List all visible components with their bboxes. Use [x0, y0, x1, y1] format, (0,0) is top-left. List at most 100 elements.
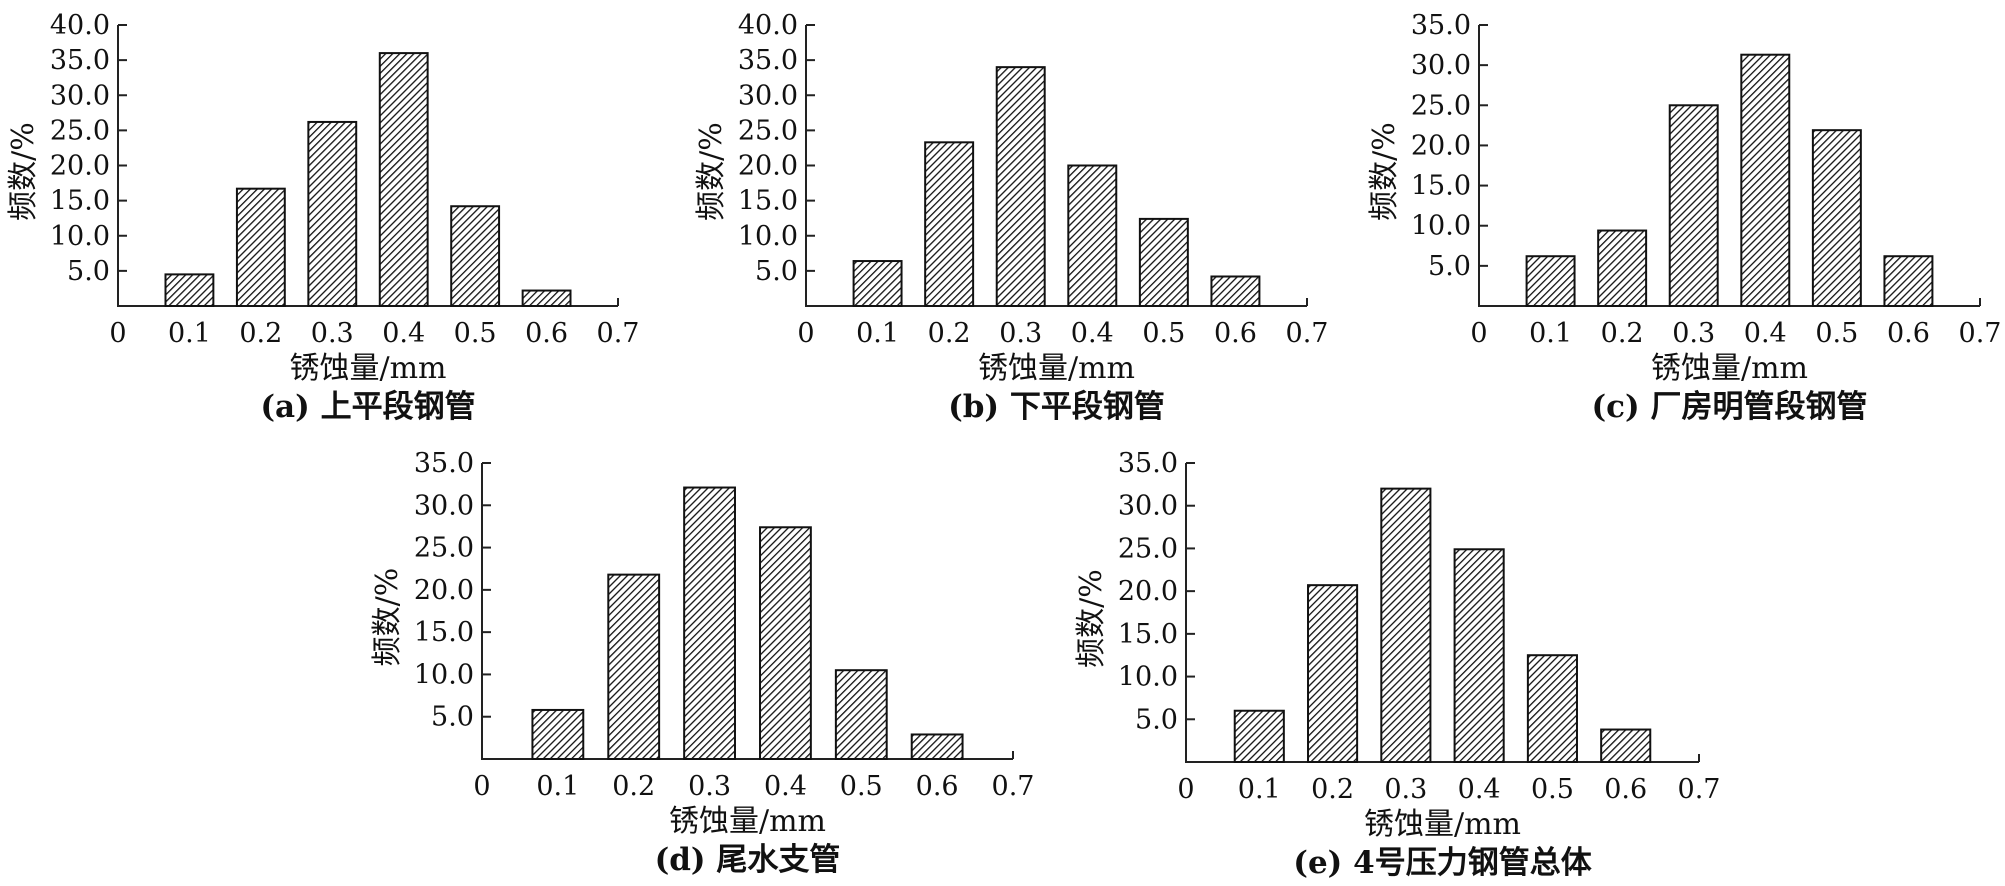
chart-d-y-tick-label: 10.0: [414, 659, 474, 690]
chart-a-y-tick-label: 20.0: [50, 151, 110, 182]
chart-d-x-tick-label: 0.4: [764, 771, 807, 802]
chart-a-y-tick-label: 10.0: [50, 221, 110, 252]
chart-a-bar: [164, 273, 215, 308]
chart-d-y-tick-label: 35.0: [414, 448, 474, 479]
chart-a-x-tick-label: 0.7: [597, 318, 640, 349]
chart-a-x-tick-label: 0: [109, 318, 126, 349]
chart-e-x-tick-label: 0.5: [1531, 774, 1574, 805]
chart-d-bar: [834, 669, 888, 761]
chart-b-bar: [852, 260, 903, 308]
chart-d-x-tick-label: 0.1: [536, 771, 579, 802]
chart-b-y-tick-label: 40.0: [738, 10, 798, 41]
chart-a-caption: (a) 上平段钢管: [260, 389, 475, 425]
chart-a-y-tick-label: 25.0: [50, 115, 110, 146]
chart-e-x-axis-title: 锈蚀量/mm: [1364, 807, 1521, 842]
chart-b-x-tick-label: 0.6: [1214, 318, 1257, 349]
chart-a-x-axis-title: 锈蚀量/mm: [289, 351, 446, 386]
chart-d-bar: [910, 733, 964, 761]
chart-d-x-tick-label: 0.7: [992, 771, 1035, 802]
chart-e-x-tick-label: 0.4: [1458, 774, 1501, 805]
chart-d-bar: [531, 708, 585, 760]
chart-b-y-tick-label: 30.0: [738, 80, 798, 111]
chart-c-x-tick-label: 0.2: [1601, 318, 1644, 349]
chart-b-bar: [995, 66, 1046, 308]
chart-e-y-tick-label: 15.0: [1118, 619, 1178, 650]
chart-c-bar: [1811, 129, 1862, 307]
chart-b-caption: (b) 下平段钢管: [948, 389, 1165, 425]
chart-b-x-axis-title: 锈蚀量/mm: [978, 351, 1135, 386]
chart-a-bar: [378, 52, 429, 307]
chart-b-y-tick-label: 15.0: [738, 186, 798, 217]
chart-c-x-tick-label: 0: [1470, 318, 1487, 349]
chart-a-y-tick-label: 15.0: [50, 186, 110, 217]
chart-e-y-tick-label: 25.0: [1118, 533, 1178, 564]
chart-a-x-tick-label: 0.3: [311, 318, 354, 349]
chart-c-y-tick-label: 15.0: [1411, 171, 1471, 202]
chart-c-y-tick-label: 25.0: [1411, 90, 1471, 121]
chart-c-x-tick-label: 0.5: [1815, 318, 1858, 349]
chart-b: 5.0 10.0 15.0 20.0 25.0 30.0 35.0 40.0 0 0.1 0.2 0.…: [694, 10, 1328, 425]
chart-e-x-tick-label: 0.7: [1678, 774, 1721, 805]
chart-e-caption: (e) 4号压力钢管总体: [1293, 845, 1591, 881]
chart-d-y-tick-label: 25.0: [414, 533, 474, 564]
chart-c-bar: [1883, 255, 1934, 308]
chart-c-y-tick-label: 5.0: [1428, 251, 1471, 282]
chart-b-x-tick-label: 0.5: [1142, 318, 1185, 349]
chart-d-bar: [607, 573, 661, 760]
chart-a-bar: [450, 205, 501, 307]
chart-a-y-tick-label: 35.0: [50, 45, 110, 76]
chart-e-x-tick-label: 0.1: [1238, 774, 1281, 805]
chart-b-y-axis-title: 频数/%: [694, 122, 729, 221]
chart-b-y-tick-label: 25.0: [738, 115, 798, 146]
chart-e-bar: [1600, 728, 1652, 764]
chart-c-caption: (c) 厂房明管段钢管: [1591, 389, 1867, 425]
chart-e: 5.0 10.0 15.0 20.0 25.0 30.0 35.0 0 0.1 0.2 0.3 0.4…: [1074, 448, 1720, 881]
chart-d-y-tick-label: 30.0: [414, 490, 474, 521]
chart-e-bar: [1526, 654, 1578, 764]
chart-e-y-tick-label: 30.0: [1118, 491, 1178, 522]
chart-b-y-tick-label: 20.0: [738, 151, 798, 182]
chart-a-x-tick-label: 0.5: [454, 318, 497, 349]
chart-d-x-tick-label: 0.6: [916, 771, 959, 802]
chart-b-bar: [1210, 275, 1261, 307]
chart-e-bar: [1307, 584, 1359, 763]
chart-c-x-tick-label: 0.1: [1529, 318, 1572, 349]
chart-d-x-tick-label: 0: [473, 771, 490, 802]
chart-d-y-tick-label: 15.0: [414, 617, 474, 648]
chart-c-y-tick-label: 35.0: [1411, 10, 1471, 41]
chart-e-y-axis-title: 频数/%: [1074, 569, 1109, 668]
chart-d-y-axis-title: 频数/%: [370, 568, 405, 667]
chart-a-x-tick-label: 0.2: [239, 318, 282, 349]
chart-c-bar: [1668, 104, 1719, 307]
chart-b-x-tick-label: 0.7: [1286, 318, 1329, 349]
chart-e-bar: [1233, 709, 1285, 763]
chart-d-bar: [759, 526, 812, 760]
chart-e-x-tick-label: 0.6: [1604, 774, 1647, 805]
chart-d-x-tick-label: 0.5: [840, 771, 883, 802]
chart-d-x-tick-label: 0.2: [612, 771, 655, 802]
chart-c-bar: [1525, 255, 1576, 308]
chart-b-x-tick-label: 0.1: [856, 318, 899, 349]
chart-d-x-tick-label: 0.3: [688, 771, 731, 802]
chart-c-y-tick-label: 20.0: [1411, 130, 1471, 161]
chart-e-x-tick-label: 0: [1177, 774, 1194, 805]
chart-c-y-tick-label: 10.0: [1411, 211, 1471, 242]
chart-a-y-tick-label: 40.0: [50, 10, 110, 41]
chart-b-x-tick-label: 0.2: [928, 318, 971, 349]
chart-c-x-tick-label: 0.4: [1744, 318, 1787, 349]
chart-b-y-tick-label: 5.0: [755, 256, 798, 287]
chart-e-x-tick-label: 0.2: [1311, 774, 1354, 805]
chart-d: 5.0 10.0 15.0 20.0 25.0 30.0 35.0 0 0.1 0.2 0.3 0.4…: [370, 448, 1034, 878]
chart-d-caption: (d) 尾水支管: [655, 842, 841, 878]
chart-d-bar: [683, 486, 736, 760]
chart-e-y-tick-label: 10.0: [1118, 662, 1178, 693]
chart-a-bar: [235, 187, 286, 307]
chart-c-bar: [1597, 229, 1648, 308]
chart-b-bar: [1138, 217, 1189, 307]
chart-b-x-tick-label: 0.3: [999, 318, 1042, 349]
chart-a-x-tick-label: 0.4: [382, 318, 425, 349]
chart-b-y-tick-label: 35.0: [738, 45, 798, 76]
chart-c-x-tick-label: 0.7: [1959, 318, 2002, 349]
chart-b-x-tick-label: 0: [797, 318, 814, 349]
chart-d-y-tick-label: 20.0: [414, 575, 474, 606]
